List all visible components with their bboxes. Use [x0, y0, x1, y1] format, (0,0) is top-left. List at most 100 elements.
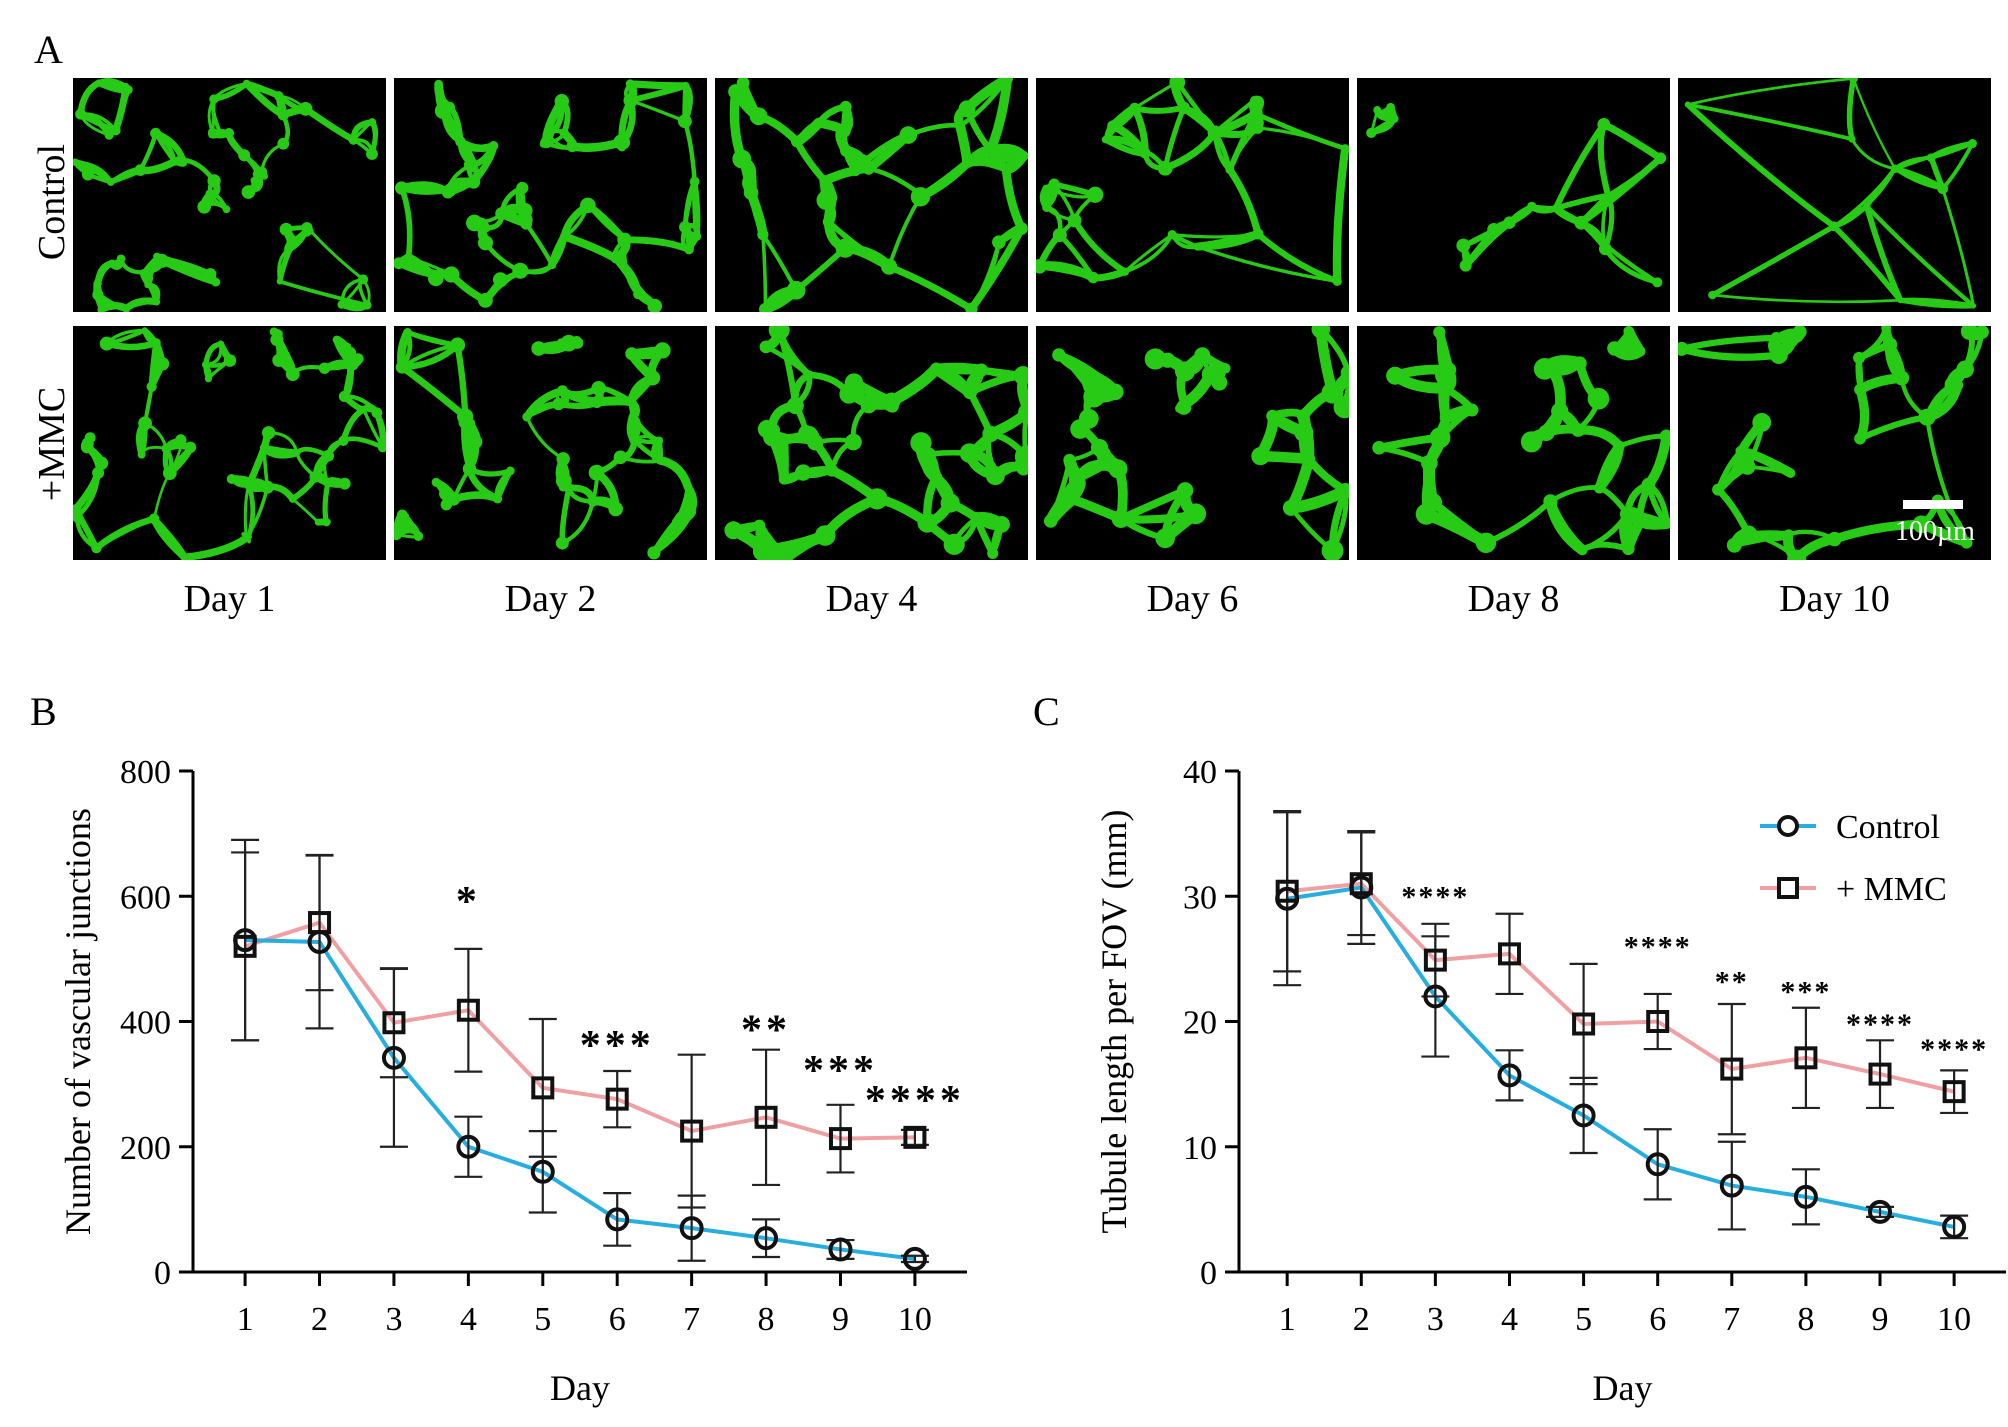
point-mmc	[1794, 1046, 1818, 1070]
x-tick-label: 2	[311, 1301, 328, 1338]
point-mmc	[382, 1011, 406, 1035]
significance-label: ****	[1846, 1008, 1914, 1041]
y-tick-label: 10	[1183, 1130, 1217, 1167]
micrograph-mmc-day-5	[1357, 326, 1670, 560]
day-label: Day 1	[183, 578, 276, 620]
error-bar	[1866, 1039, 1895, 1110]
point-mmc	[1868, 1062, 1892, 1086]
point-control	[1793, 1184, 1818, 1209]
significance-label: ****	[865, 1078, 965, 1124]
error-bar	[1273, 809, 1302, 973]
significance-label: ***	[580, 1023, 655, 1069]
point-control	[1645, 1152, 1670, 1177]
point-control	[828, 1237, 853, 1262]
error-bar	[1791, 1006, 1820, 1110]
point-control	[902, 1246, 927, 1271]
point-mmc	[308, 911, 332, 935]
point-mmc	[1720, 1057, 1744, 1081]
micrograph-control-day-4	[1036, 78, 1349, 312]
point-mmc	[754, 1105, 778, 1129]
day-label: Day 8	[1467, 578, 1560, 620]
y-tick-label: 0	[1200, 1255, 1217, 1292]
significance-label: **	[741, 1007, 791, 1053]
micrograph-control-day-2	[394, 78, 707, 312]
legend-item-control: Control	[1760, 809, 1940, 846]
point-mmc	[1497, 942, 1521, 966]
point-control	[456, 1134, 481, 1159]
significance-label: ***	[1780, 975, 1831, 1008]
chart-c-tubule-length: 0 10 20 30 40 1 2 3 4 5 6 7 8 9 10 Day Tubule length per…	[1094, 754, 2006, 1408]
point-mmc	[828, 1127, 852, 1151]
error-bar	[454, 1115, 483, 1178]
error-bar	[603, 1069, 632, 1129]
error-bar	[826, 1103, 855, 1174]
error-bar	[1940, 1069, 1969, 1115]
significance-label: ****	[1624, 930, 1692, 963]
row-label-mmc: +MMC	[31, 386, 73, 502]
error-bar	[1791, 1168, 1820, 1226]
x-tick-label: 10	[898, 1301, 932, 1338]
y-tick-label: 30	[1183, 879, 1217, 916]
legend-label: Control	[1836, 809, 1940, 846]
x-tick-label: 5	[534, 1301, 551, 1338]
point-control	[381, 1045, 406, 1070]
y-tick-label: 800	[120, 754, 171, 791]
error-bar	[379, 967, 408, 1079]
significance-label: ***	[803, 1048, 878, 1094]
point-control	[1423, 984, 1448, 1009]
x-tick-label: 4	[460, 1301, 477, 1338]
point-mmc	[1423, 948, 1447, 972]
x-tick-label: 9	[1872, 1301, 1889, 1338]
micrograph-mmc-day-3	[715, 326, 1028, 560]
series-line-control	[245, 938, 916, 1261]
legend-label: + MMC	[1836, 871, 1947, 908]
error-bar	[231, 851, 260, 1042]
micrograph-control-day-1	[73, 78, 386, 312]
x-tick-label: 3	[385, 1301, 402, 1338]
micrograph-mmc-day-2	[394, 326, 707, 560]
error-bar	[1717, 1002, 1746, 1136]
micrograph-control-day-5	[1357, 78, 1670, 312]
day-label: Day 2	[504, 578, 597, 620]
x-tick-label: 1	[237, 1301, 254, 1338]
error-bar	[1347, 831, 1376, 937]
x-tick-label: 2	[1353, 1301, 1370, 1338]
point-control	[1868, 1199, 1893, 1224]
point-mmc	[680, 1119, 704, 1143]
series-line-mmc	[1286, 881, 1955, 1094]
day-label: Day 6	[1146, 578, 1239, 620]
micrograph-mmc-day-6	[1678, 326, 1991, 560]
y-tick-label: 40	[1183, 754, 1217, 791]
x-tick-label: 5	[1575, 1301, 1592, 1338]
point-control	[1571, 1103, 1596, 1128]
error-bar	[1495, 1049, 1524, 1102]
point-mmc	[1275, 879, 1299, 903]
y-tick-label: 0	[154, 1255, 171, 1292]
error-bar	[1569, 962, 1598, 1086]
y-tick-label: 200	[120, 1130, 171, 1167]
point-mmc	[1646, 1010, 1670, 1033]
error-bar	[454, 947, 483, 1073]
point-mmc	[531, 1076, 555, 1100]
error-bar	[528, 1017, 557, 1158]
point-mmc	[233, 934, 257, 958]
x-tick-label: 6	[1649, 1301, 1666, 1338]
significance-label: *	[456, 879, 481, 925]
error-bar	[1495, 912, 1524, 996]
x-tick-label: 6	[609, 1301, 626, 1338]
error-bar	[752, 1218, 781, 1259]
panel-c-letter: C	[1033, 689, 1060, 734]
error-bar	[1717, 1140, 1746, 1231]
y-axis-label: Number of vascular junctions	[58, 808, 98, 1235]
x-tick-label: 8	[1797, 1301, 1814, 1338]
panel-b-letter: B	[30, 689, 57, 734]
error-bar	[752, 1048, 781, 1187]
y-axis-label: Tubule length per FOV (mm)	[1094, 809, 1134, 1233]
x-axis-label: Day	[1593, 1368, 1653, 1408]
x-tick-label: 7	[1723, 1301, 1740, 1338]
point-control	[530, 1159, 555, 1184]
point-mmc	[903, 1125, 927, 1149]
chart-b-junctions: 0 200 400 600 800 1 2 3 4 5 6 7 8 9 10 Day Number of vas…	[58, 754, 967, 1408]
error-bar	[603, 1191, 632, 1247]
